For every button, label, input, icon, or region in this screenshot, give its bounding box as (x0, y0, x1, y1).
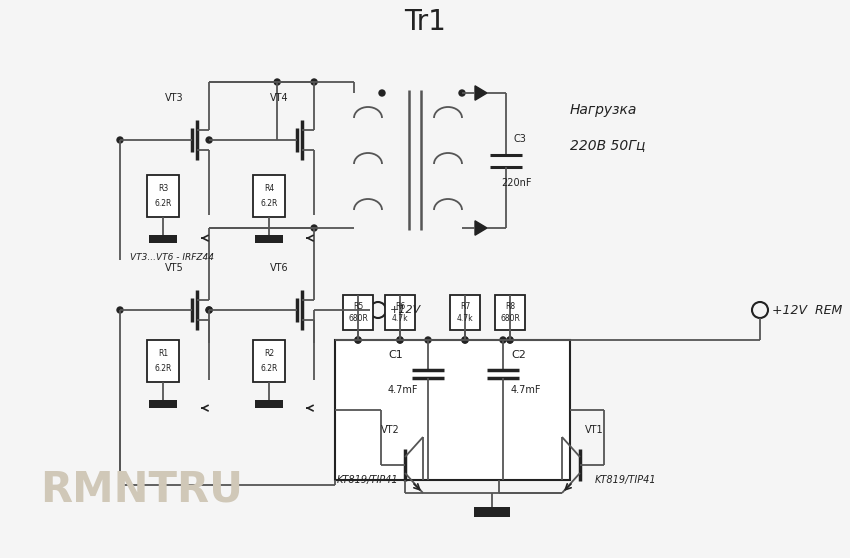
Circle shape (459, 90, 465, 96)
Text: R2: R2 (264, 349, 274, 358)
Circle shape (462, 337, 468, 343)
Circle shape (311, 225, 317, 231)
Text: R5: R5 (353, 302, 363, 311)
Text: R8: R8 (505, 302, 515, 311)
Bar (147, 340, 179, 382)
Text: +12V  REM: +12V REM (772, 304, 842, 316)
Text: Нагрузка: Нагрузка (570, 103, 638, 117)
Bar (255, 235, 283, 243)
Text: R3: R3 (158, 184, 168, 193)
Text: R7: R7 (460, 302, 470, 311)
Text: VT2: VT2 (381, 425, 400, 435)
Bar (343, 295, 373, 330)
Text: 6.2R: 6.2R (260, 199, 278, 208)
Circle shape (507, 337, 513, 343)
Circle shape (117, 137, 123, 143)
Text: VT3...VT6 - IRFZ44: VT3...VT6 - IRFZ44 (130, 253, 214, 262)
Circle shape (507, 337, 513, 343)
Text: 4.7k: 4.7k (456, 314, 473, 323)
Text: VT1: VT1 (585, 425, 604, 435)
Bar (335, 340, 570, 480)
Text: 680R: 680R (348, 314, 368, 323)
Text: VT3: VT3 (165, 93, 184, 103)
Bar (253, 175, 285, 217)
Circle shape (311, 79, 317, 85)
Circle shape (275, 79, 280, 85)
Circle shape (425, 337, 431, 343)
Bar (474, 507, 511, 517)
Bar (147, 175, 179, 217)
Bar (495, 295, 525, 330)
Circle shape (355, 337, 361, 343)
Circle shape (397, 337, 403, 343)
Bar (450, 295, 480, 330)
Text: KT819/TIP41: KT819/TIP41 (337, 475, 399, 485)
Polygon shape (475, 221, 487, 235)
Text: 6.2R: 6.2R (260, 364, 278, 373)
Circle shape (206, 307, 212, 313)
Text: R4: R4 (264, 184, 274, 193)
Bar (149, 235, 177, 243)
Text: C2: C2 (511, 350, 526, 360)
Text: 220В 50Гц: 220В 50Гц (570, 138, 645, 152)
Circle shape (206, 307, 212, 313)
Text: VT6: VT6 (270, 263, 289, 273)
Text: VT5: VT5 (165, 263, 184, 273)
Bar (253, 340, 285, 382)
Text: +12V: +12V (390, 305, 422, 315)
Bar (255, 400, 283, 408)
Text: 4.7k: 4.7k (392, 314, 408, 323)
Text: R6: R6 (395, 302, 405, 311)
Text: 6.2R: 6.2R (155, 199, 172, 208)
Bar (149, 400, 177, 408)
Bar (385, 295, 415, 330)
Text: 4.7mF: 4.7mF (388, 385, 418, 395)
Circle shape (206, 137, 212, 143)
Circle shape (379, 90, 385, 96)
Text: Tr1: Tr1 (404, 8, 446, 36)
Circle shape (500, 337, 506, 343)
Text: 220nF: 220nF (501, 177, 531, 187)
Text: RMNTRU: RMNTRU (40, 469, 243, 511)
Text: C1: C1 (388, 350, 403, 360)
Circle shape (117, 307, 123, 313)
Text: R1: R1 (158, 349, 168, 358)
Circle shape (355, 337, 361, 343)
Circle shape (397, 337, 403, 343)
Circle shape (462, 337, 468, 343)
Text: C3: C3 (514, 133, 527, 143)
Text: KT819/TIP41: KT819/TIP41 (595, 475, 656, 485)
Text: 4.7mF: 4.7mF (511, 385, 541, 395)
Polygon shape (475, 86, 487, 100)
Text: 6.2R: 6.2R (155, 364, 172, 373)
Text: 680R: 680R (500, 314, 520, 323)
Text: VT4: VT4 (270, 93, 289, 103)
